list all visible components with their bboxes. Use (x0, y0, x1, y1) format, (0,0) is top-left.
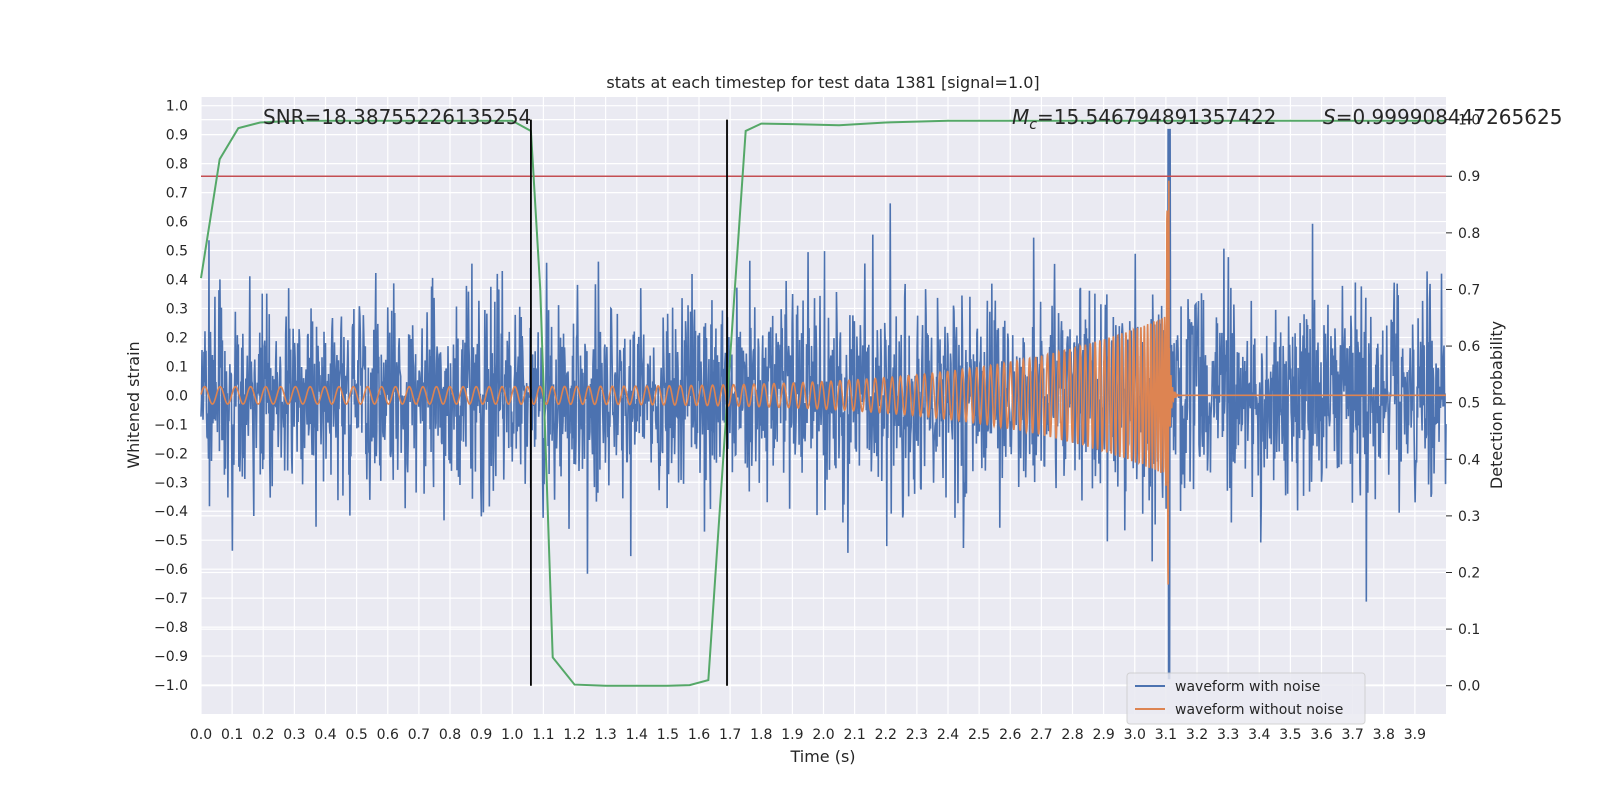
y-tick-label: −0.6 (154, 562, 188, 578)
x-tick-label: 1.4 (626, 727, 648, 743)
legend-box (1126, 672, 1366, 725)
x-tick-label: 3.7 (1341, 727, 1363, 743)
x-tick-label: 0.5 (345, 727, 367, 743)
x-tick-label: 3.9 (1404, 727, 1426, 743)
x-tick-label: 2.2 (875, 727, 897, 743)
x-tick-label: 1.0 (501, 727, 523, 743)
x-tick-label: 0.9 (470, 727, 492, 743)
y-tick-label: 0.9 (166, 128, 188, 144)
series-line-waveform-with-noise (200, 128, 1447, 680)
x-tick-label: 3.8 (1373, 727, 1395, 743)
y-tick-label: 0.6 (166, 215, 188, 231)
series-line-detection-probability (200, 119, 1446, 687)
y-axis-label: Whitened strain (124, 341, 143, 468)
x-tick-label: 2.9 (1092, 727, 1114, 743)
y-tick-label: 0.2 (166, 330, 188, 346)
x-tick-label: 1.3 (594, 727, 616, 743)
x-tick-label: 3.3 (1217, 727, 1239, 743)
y-tick-label: −0.2 (154, 446, 188, 462)
y2-tick-label: 0.1 (1458, 622, 1480, 638)
x-tick-label: 1.8 (750, 727, 772, 743)
y-tick-label: 0.7 (166, 186, 188, 202)
s-symbol: S (1323, 105, 1336, 129)
chart-title: stats at each timestep for test data 138… (606, 73, 1039, 92)
x-tick-label: 3.4 (1248, 727, 1270, 743)
y-tick-label: −0.5 (154, 533, 188, 549)
x-tick-label: 2.4 (937, 727, 959, 743)
y2-tick-label: 0.2 (1458, 565, 1480, 581)
legend-label-clean: waveform without noise (1175, 702, 1343, 718)
y-tick-label: −0.3 (154, 475, 188, 491)
x-tick-label: 1.5 (657, 727, 679, 743)
y-tick-label: 0.1 (166, 359, 188, 375)
y2-tick-label: 1.0 (1458, 113, 1480, 129)
x-tick-label: 1.9 (781, 727, 803, 743)
axes: 0.0 0.1 0.2 0.3 0.4 0.5 0.6 0.7 0.8 0.9 1.0 1.1 1.2 1… (154, 99, 1480, 743)
y-tick-label: 0.4 (166, 272, 188, 288)
snr-annotation: SNR=18.38755226135254 (263, 105, 531, 129)
y2-tick-label: 0.7 (1458, 282, 1480, 298)
y2-tick-label: 0.0 (1458, 679, 1480, 695)
y2-tick-label: 0.5 (1458, 396, 1480, 412)
y2-tick-label: 0.3 (1458, 509, 1480, 525)
x-tick-label: 0.3 (283, 727, 305, 743)
y-tick-label: −0.8 (154, 620, 188, 636)
x-tick-label: 3.5 (1279, 727, 1301, 743)
mc-value: =15.546794891357422 (1037, 105, 1276, 129)
x-tick-label: 0.2 (252, 727, 274, 743)
x-tick-label: 0.4 (314, 727, 336, 743)
data-layer (200, 119, 1447, 687)
y2-tick-label: 0.8 (1458, 226, 1480, 242)
y-tick-label: 0.5 (166, 244, 188, 260)
s-value: =0.999908447265625 (1336, 105, 1563, 129)
s-annotation: S=0.999908447265625 (1323, 105, 1562, 129)
x-tick-label: 2.1 (843, 727, 865, 743)
x-tick-label: 0.0 (190, 727, 212, 743)
legend: waveform with noise waveform without noi… (1126, 672, 1366, 725)
x-tick-label: 0.8 (439, 727, 461, 743)
y-tick-label: 0.8 (166, 157, 188, 173)
y-tick-label: −0.1 (154, 417, 188, 433)
x-tick-label: 2.5 (968, 727, 990, 743)
y-tick-label: −0.7 (154, 591, 188, 607)
y-tick-label: 1.0 (166, 99, 188, 115)
x-tick-label: 0.1 (221, 727, 243, 743)
legend-label-noisy: waveform with noise (1175, 679, 1320, 695)
x-tick-label: 2.3 (906, 727, 928, 743)
x-tick-label: 0.6 (377, 727, 399, 743)
y-tick-label: 0.3 (166, 301, 188, 317)
y-tick-label: −1.0 (154, 678, 188, 694)
y2-tick-label: 0.4 (1458, 452, 1480, 468)
x-tick-label: 1.1 (532, 727, 554, 743)
x-tick-label: 0.7 (408, 727, 430, 743)
x-tick-label: 1.7 (719, 727, 741, 743)
x-tick-label: 2.6 (999, 727, 1021, 743)
x-tick-label: 1.6 (688, 727, 710, 743)
chirp-mass-annotation: Mc=15.546794891357422 (1012, 105, 1276, 133)
mc-symbol: M (1012, 105, 1029, 129)
y-tick-label: −0.4 (154, 504, 188, 520)
x-tick-label: 2.7 (1030, 727, 1052, 743)
x-axis-label: Time (s) (789, 747, 855, 766)
x-tick-label: 3.2 (1186, 727, 1208, 743)
y2-axis-label: Detection probability (1487, 321, 1506, 489)
x-tick-label: 3.6 (1310, 727, 1332, 743)
y2-tick-label: 0.6 (1458, 339, 1480, 355)
series-line-waveform-without-noise (200, 180, 1446, 585)
x-tick-label: 2.0 (812, 727, 834, 743)
x-tick-label: 3.0 (1124, 727, 1146, 743)
y-tick-label: 0.0 (166, 388, 188, 404)
x-tick-label: 3.1 (1155, 727, 1177, 743)
mc-subscript: c (1029, 117, 1037, 133)
y-tick-label: −0.9 (154, 649, 188, 665)
y2-tick-label: 0.9 (1458, 169, 1480, 185)
x-tick-label: 1.2 (563, 727, 585, 743)
x-tick-label: 2.8 (1061, 727, 1083, 743)
